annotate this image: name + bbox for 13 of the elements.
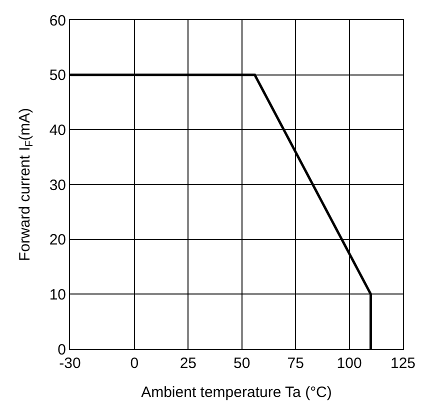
x-tick-label: 25: [180, 355, 197, 372]
y-tick-label: 50: [49, 67, 66, 84]
x-tick-label: 100: [336, 355, 362, 372]
x-tick-label: 125: [390, 355, 416, 372]
x-tick-label: 50: [234, 355, 250, 372]
x-tick-label: 0: [130, 355, 139, 372]
y-tick-label: 10: [49, 286, 66, 304]
y-tick-label: 30: [49, 176, 66, 194]
y-tick-label: 20: [49, 232, 66, 249]
y-tick-label: 60: [49, 12, 66, 30]
y-tick-label: 40: [49, 122, 66, 139]
x-tick-label: 75: [287, 355, 304, 372]
x-axis-title: Ambient temperature Ta (°C): [141, 384, 332, 401]
